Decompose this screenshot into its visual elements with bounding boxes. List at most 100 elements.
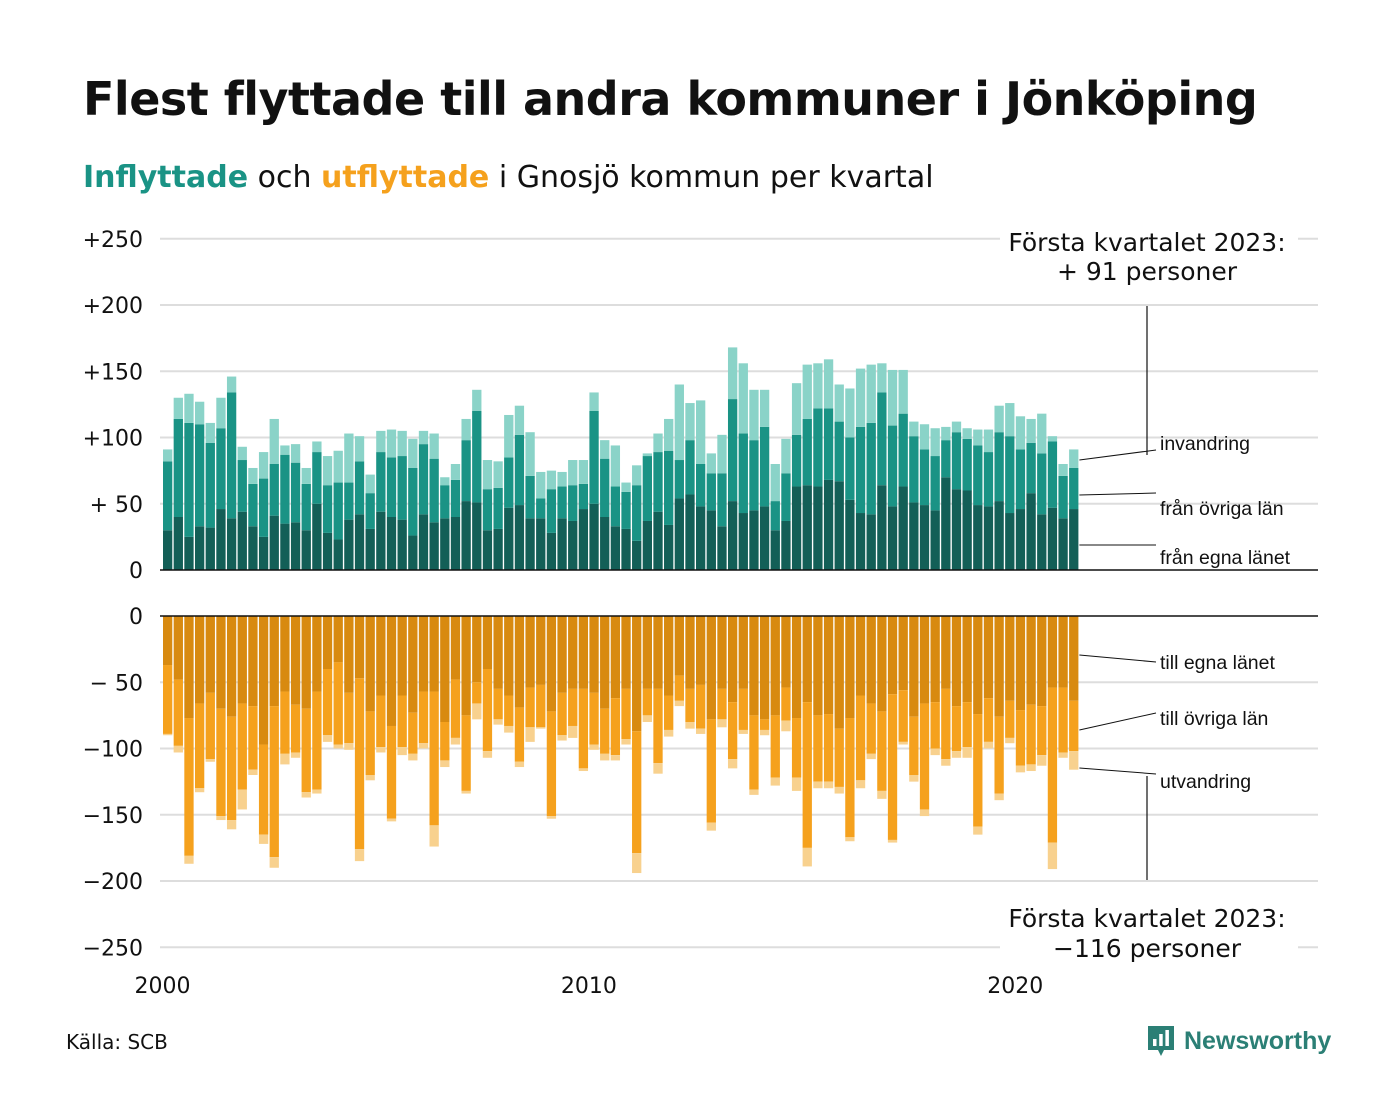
outflow-bar-segment (759, 616, 770, 720)
outflow-bar-segment (813, 781, 823, 789)
x-tick-label: 2020 (987, 974, 1043, 999)
outflow-bar-segment (248, 616, 258, 707)
outflow-bar-segment (664, 729, 674, 737)
inflow-bar-segment (664, 524, 674, 570)
outflow-bar-segment (749, 789, 759, 795)
inflow-bar-segment (461, 418, 471, 441)
inflow-bar-segment (791, 486, 802, 570)
outflow-bar-segment (536, 616, 546, 685)
outflow-bar-segment (727, 759, 738, 769)
inflow-bar-segment (845, 388, 855, 438)
inflow-bar-segment (749, 510, 759, 570)
outflow-bar-segment (994, 716, 1004, 794)
inflow-bar-segment (962, 428, 972, 439)
outflow-bar-segment (418, 743, 429, 749)
outflow-bar-segment (482, 669, 493, 752)
inflow-bar-segment (194, 526, 205, 570)
inflow-bar-segment (301, 483, 311, 531)
inflow-bar-segment (919, 505, 930, 570)
outflow-bar-segment (450, 737, 461, 745)
outflow-bar-segment (600, 616, 610, 709)
outflow-bar-segment (919, 809, 930, 817)
inflow-bar-segment (696, 506, 706, 570)
outflow-bar-segment (525, 687, 535, 728)
inflow-bar-segment (642, 456, 652, 521)
inflow-bar-segment (589, 411, 599, 504)
outflow-bar-segment (909, 616, 919, 717)
outflow-bar-segment (440, 616, 450, 722)
label-leader (1079, 492, 1157, 496)
outflow-bar-segment (1015, 710, 1026, 766)
inflow-bar-segment (194, 424, 205, 527)
outflow-bar-segment (504, 725, 514, 733)
outflow-bar-segment (429, 825, 439, 847)
outflow-bar-segment (1069, 700, 1079, 752)
y-tick-label-upper: +100 (83, 427, 143, 452)
inflow-bar-segment (504, 457, 514, 508)
subtitle-and-word: och (257, 160, 312, 195)
inflow-bar-segment (674, 498, 684, 570)
inflow-bar-segment (568, 460, 578, 486)
outflow-bar-segment (1037, 755, 1047, 766)
outflow-bar-segment (749, 616, 759, 716)
inflow-bar-segment (290, 522, 301, 570)
outflow-bar-segment (322, 616, 333, 669)
outflow-bar-segment (173, 616, 183, 680)
inflow-bar-segment (163, 449, 173, 462)
inflow-bar-segment (429, 522, 439, 570)
outflow-bar-segment (557, 692, 567, 736)
outflow-bar-segment (493, 616, 503, 689)
inflow-bar-segment (450, 479, 461, 517)
x-tick-label: 2000 (135, 974, 191, 999)
inflow-bar-segment (386, 429, 397, 458)
outflow-bar-segment (344, 743, 354, 750)
inflow-bar-segment (504, 414, 514, 458)
outflow-bar-segment (226, 616, 237, 717)
outflow-bar-segment (397, 747, 407, 756)
inflow-bar-segment (674, 460, 684, 499)
inflow-bar-segment (951, 432, 962, 490)
outflow-bar-segment (472, 682, 482, 704)
outflow-bar-segment (440, 760, 450, 768)
outflow-bar-segment (205, 759, 215, 762)
label-leader (1079, 767, 1157, 775)
inflow-bar-segment (791, 434, 802, 487)
outflow-bar-segment (376, 616, 386, 696)
inflow-bar-segment (919, 424, 930, 450)
inflow-bar-segment (258, 452, 269, 479)
inflow-bar-segment (951, 421, 962, 433)
outflow-bar-segment (397, 695, 407, 748)
inflow-bar-segment (834, 481, 844, 570)
annotation-lower-line1: Första kvartalet 2023: (1008, 904, 1285, 933)
migration-chart: +250 +200 +150 +100 + 50 0 0 − 50 −100 −150 −200 −2… (83, 228, 1318, 999)
inflow-bar-segment (258, 536, 269, 570)
outflow-bar-segment (397, 616, 407, 696)
inflow-bar-segment (418, 430, 429, 445)
inflow-bar-segment (354, 514, 365, 570)
outflow-bar-segment (930, 748, 940, 756)
inflow-bar-segment (706, 453, 716, 474)
outflow-bar-segment (525, 727, 535, 742)
outflow-bar-segment (877, 616, 887, 712)
inflow-bar-segment (333, 482, 343, 540)
outflow-bar-segment (781, 687, 791, 721)
inflow-bar-segment (386, 517, 397, 570)
outflow-bar-segment (514, 761, 525, 768)
outflow-bar-segment (653, 616, 663, 689)
outflow-bar-segment (258, 744, 269, 835)
inflow-bar-segment (504, 507, 514, 570)
y-tick-label-upper: 0 (129, 559, 143, 584)
inflow-bar-segment (408, 438, 418, 468)
inflow-bar-segment (546, 532, 557, 570)
brand-logo: Newsworthy (1146, 1024, 1331, 1058)
inflow-bar-segment (536, 471, 546, 499)
inflow-bar-segment (877, 392, 887, 486)
inflow-bar-segment (205, 527, 215, 570)
outflow-bar-segment (578, 688, 589, 769)
inflow-bar-segment (173, 397, 183, 419)
inflow-bar-segment (941, 440, 951, 478)
inflow-bar-segment (1037, 514, 1047, 570)
outflow-bar-segment (642, 616, 652, 689)
inflow-bar-segment (759, 506, 770, 570)
outflow-bar-segment (898, 690, 908, 742)
